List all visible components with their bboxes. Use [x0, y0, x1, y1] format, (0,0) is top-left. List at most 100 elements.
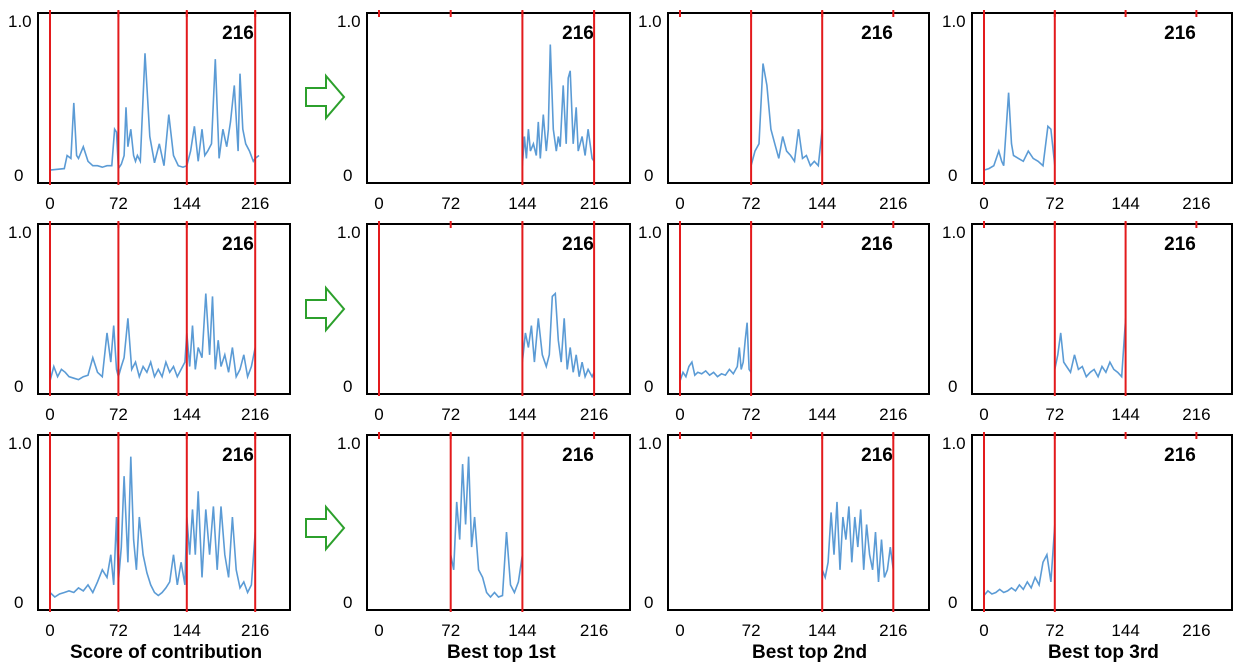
y-tick-label: 1.0	[942, 12, 966, 31]
y-tick-label: 1.0	[942, 223, 966, 242]
panel-frame	[667, 434, 930, 611]
x-tick-label: 0	[374, 405, 383, 424]
panel-r1-c2: 1.0 0 0 72 144 216 216	[638, 221, 930, 424]
series-line	[49, 293, 256, 382]
panel-r2-c2: 1.0 0 0 72 144 216 216	[638, 432, 930, 640]
series-line	[521, 44, 595, 166]
x-tick-label: 216	[1182, 405, 1210, 424]
y-tick-label: 0	[14, 377, 23, 396]
y-tick-label: 0	[14, 166, 23, 185]
panel-r0-c0: 1.0 0 0 72 144 216 216	[8, 10, 291, 213]
panel-frame	[366, 434, 631, 611]
panel-frame	[366, 12, 631, 184]
panel-frame	[667, 12, 930, 184]
x-tick-label: 144	[508, 621, 536, 640]
y-tick-label: 1.0	[8, 223, 32, 242]
y-tick-label: 1.0	[942, 434, 966, 453]
x-tick-label: 72	[742, 194, 761, 213]
y-tick-label: 0	[343, 593, 352, 612]
arrow-icon	[305, 285, 346, 333]
panel-r0-c1: 1.0 0 0 72 144 216 216	[337, 10, 631, 213]
x-tick-label: 216	[1182, 194, 1210, 213]
x-tick-label: 72	[109, 405, 128, 424]
y-tick-label: 0	[343, 166, 352, 185]
x-tick-label: 144	[808, 621, 836, 640]
x-tick-label: 0	[45, 621, 54, 640]
annotation-label: 216	[1164, 445, 1196, 466]
y-tick-label: 0	[343, 377, 352, 396]
caption-best-top-3rd: Best top 3rd	[1048, 642, 1159, 663]
series-line	[49, 53, 260, 172]
annotation-label: 216	[222, 445, 254, 466]
panel-frame	[971, 223, 1233, 395]
y-tick-label: 1.0	[638, 223, 662, 242]
x-tick-label: 72	[441, 405, 460, 424]
x-tick-label: 144	[173, 194, 201, 213]
x-tick-label: 144	[1111, 621, 1139, 640]
panel-r1-c1: 1.0 0 0 72 144 216 216	[337, 221, 631, 424]
series-line	[449, 456, 524, 599]
annotation-label: 216	[861, 445, 893, 466]
y-tick-label: 1.0	[638, 434, 662, 453]
panel-r0-c2: 1.0 0 0 72 144 216 216	[638, 10, 930, 213]
panel-r1-c0: 1.0 0 0 72 144 216 216	[8, 221, 291, 424]
x-tick-label: 144	[1111, 405, 1139, 424]
x-tick-label: 72	[441, 194, 460, 213]
x-tick-label: 72	[1045, 621, 1064, 640]
y-tick-label: 1.0	[638, 12, 662, 31]
x-tick-label: 0	[979, 621, 988, 640]
panel-frame	[37, 434, 291, 611]
series-line	[521, 291, 595, 380]
annotation-label: 216	[562, 23, 594, 44]
x-tick-label: 72	[1045, 194, 1064, 213]
x-tick-label: 72	[742, 405, 761, 424]
x-tick-label: 72	[441, 621, 460, 640]
annotation-label: 216	[1164, 23, 1196, 44]
x-tick-label: 216	[879, 405, 907, 424]
y-tick-label: 0	[644, 377, 653, 396]
annotation-label: 216	[222, 234, 254, 255]
annotation-label: 216	[222, 23, 254, 44]
series-line	[679, 322, 752, 382]
panel-frame	[37, 12, 291, 184]
x-tick-label: 216	[580, 194, 608, 213]
annotation-label: 216	[562, 445, 594, 466]
arrow-icon	[305, 504, 346, 552]
y-tick-label: 0	[14, 593, 23, 612]
y-tick-label: 0	[644, 593, 653, 612]
x-tick-label: 216	[241, 405, 269, 424]
panel-r2-c1: 1.0 0 0 72 144 216 216	[337, 432, 631, 640]
y-tick-label: 1.0	[337, 434, 361, 453]
y-tick-label: 0	[948, 377, 957, 396]
y-tick-label: 1.0	[8, 434, 32, 453]
caption-best-top-2nd: Best top 2nd	[752, 642, 868, 663]
y-tick-label: 0	[948, 593, 957, 612]
series-line	[1054, 318, 1127, 379]
x-tick-label: 0	[374, 621, 383, 640]
x-tick-label: 0	[374, 194, 383, 213]
x-tick-label: 72	[109, 621, 128, 640]
annotation-label: 216	[1164, 234, 1196, 255]
x-tick-label: 0	[675, 621, 684, 640]
panel-frame	[37, 223, 291, 395]
x-tick-label: 144	[508, 405, 536, 424]
annotation-label: 216	[861, 234, 893, 255]
y-tick-label: 1.0	[337, 12, 361, 31]
caption-best-top-1st: Best top 1st	[447, 642, 556, 663]
panel-r2-c0: 1.0 0 0 72 144 216 216	[8, 432, 291, 640]
x-tick-label: 0	[979, 405, 988, 424]
x-tick-label: 144	[808, 405, 836, 424]
series-line	[983, 92, 1056, 171]
x-tick-label: 144	[173, 621, 201, 640]
panel-frame	[667, 223, 930, 395]
x-tick-label: 216	[241, 194, 269, 213]
panel-r0-c3: 1.0 0 0 72 144 216 216	[942, 10, 1233, 213]
series-line	[983, 524, 1056, 597]
x-tick-label: 144	[508, 194, 536, 213]
x-tick-label: 0	[675, 194, 684, 213]
x-tick-label: 72	[742, 621, 761, 640]
y-tick-label: 1.0	[337, 223, 361, 242]
x-tick-label: 144	[808, 194, 836, 213]
y-tick-label: 0	[644, 166, 653, 185]
